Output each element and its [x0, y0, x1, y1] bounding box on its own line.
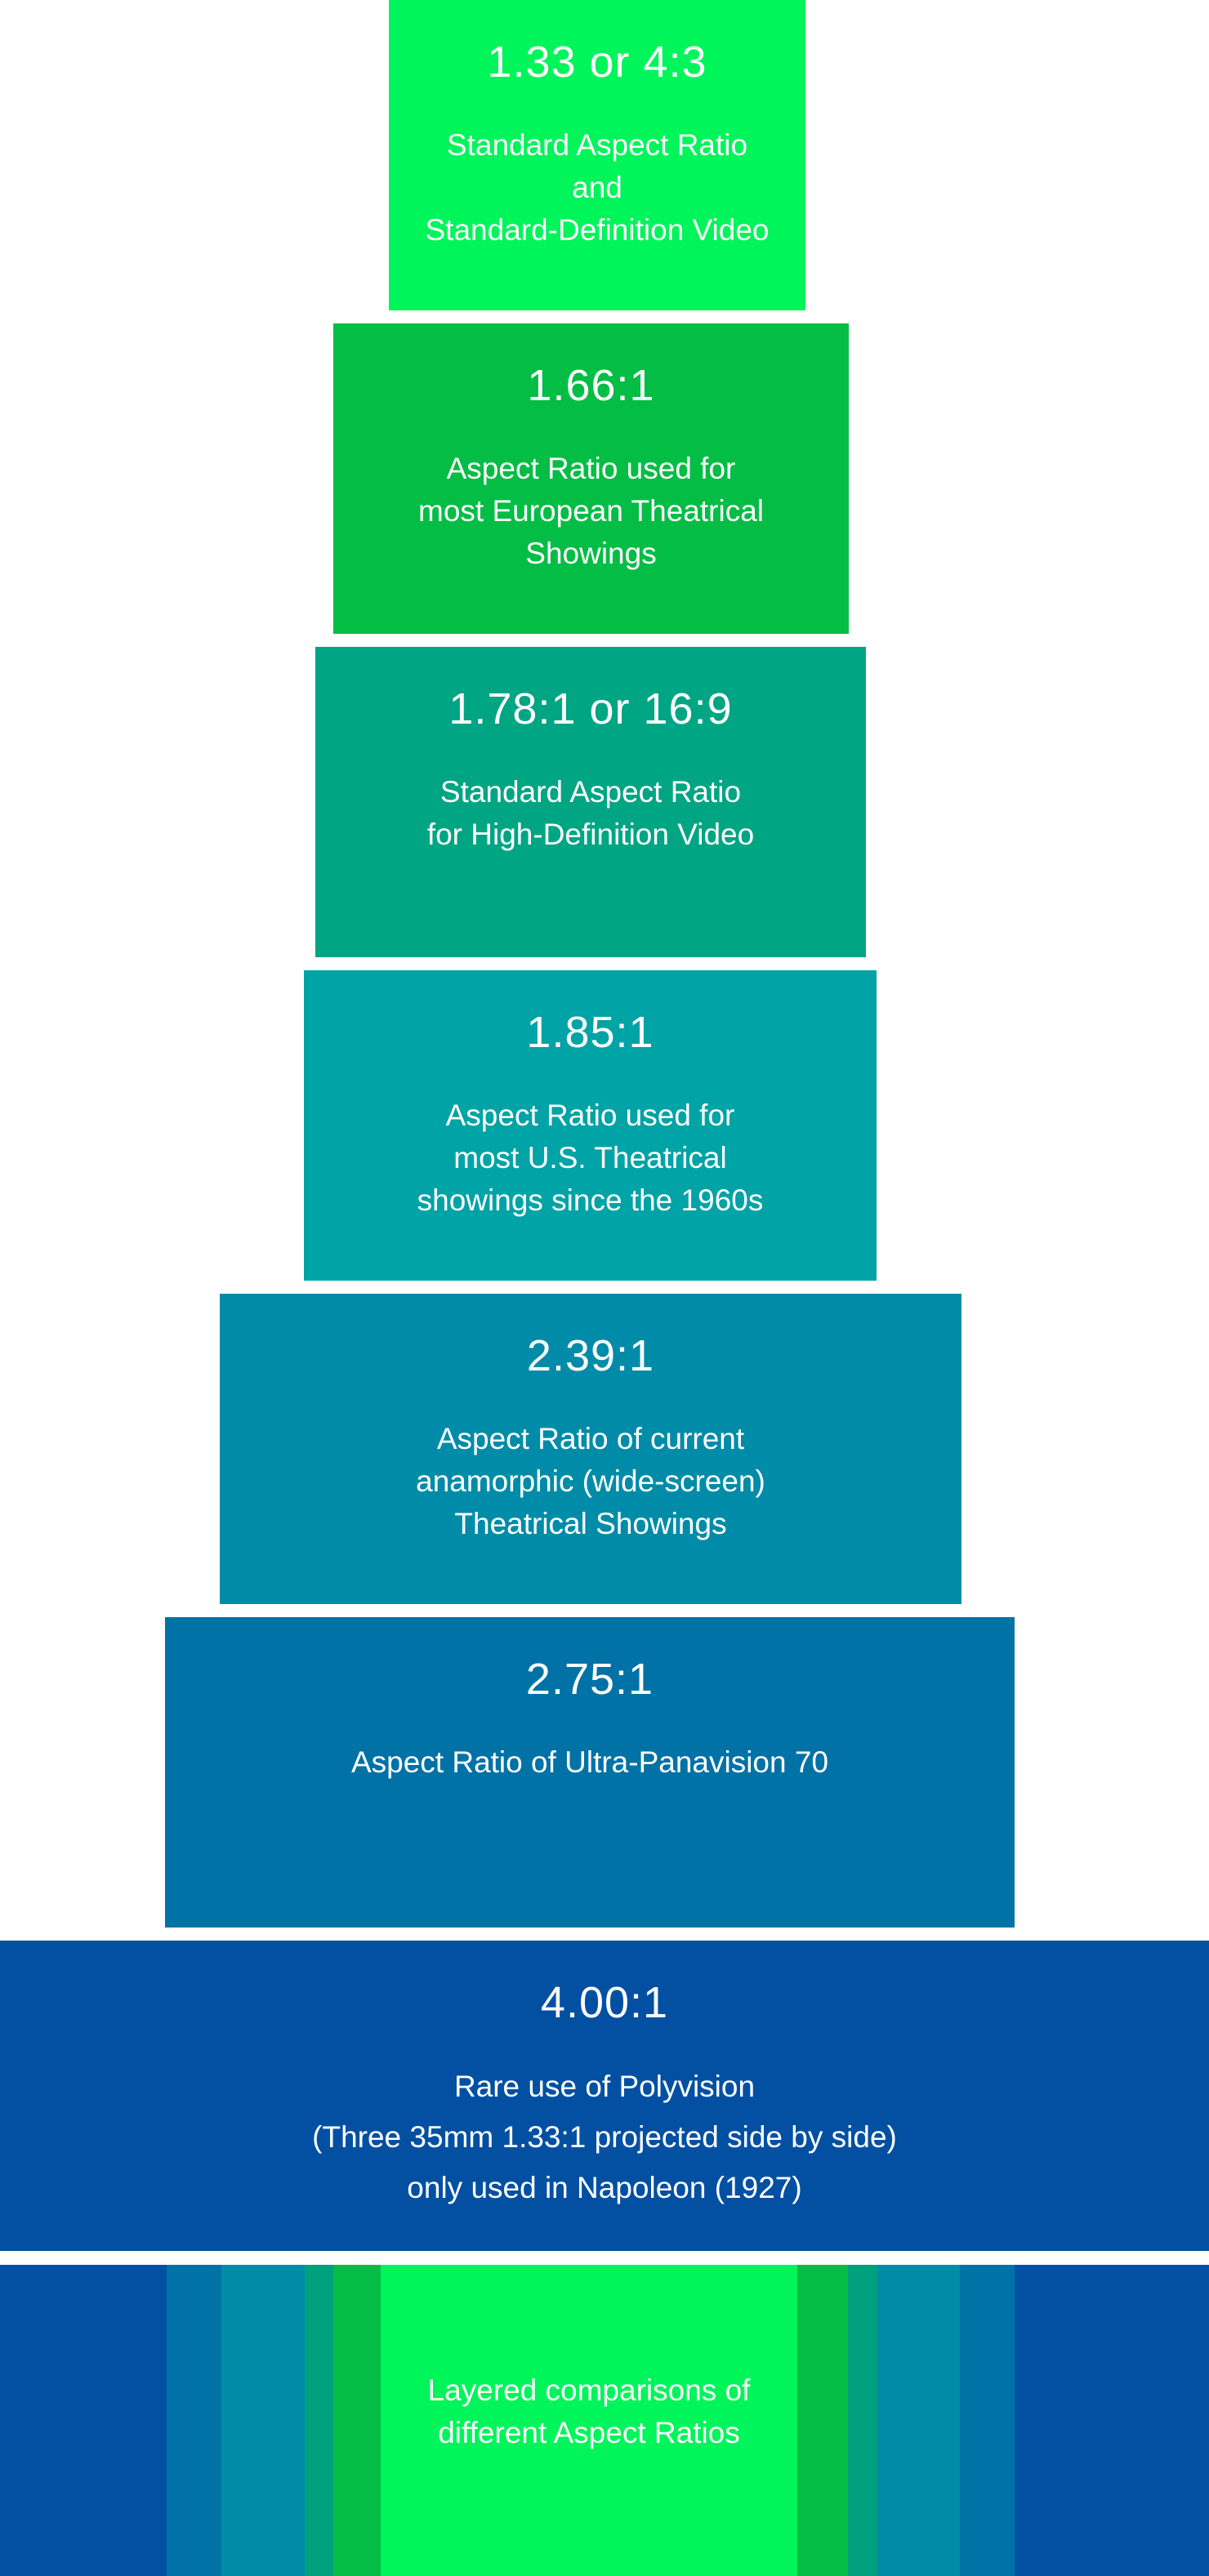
description-line: only used in Napoleon (1927): [407, 2171, 802, 2204]
ratio-description: Aspect Ratio of Ultra-Panavision 70: [165, 1741, 1015, 1784]
ratio-title: 2.75:1: [525, 1655, 654, 1704]
ratio-title: 1.78:1 or 16:9: [448, 684, 733, 733]
description-line: Standard-Definition Video: [425, 213, 770, 247]
ratio-description: Aspect Ratio used for most European Thea…: [333, 448, 849, 575]
description-line: and: [572, 171, 622, 204]
ratio-title: 1.33 or 4:3: [487, 38, 707, 87]
caption-line: Layered comparisons of: [427, 2373, 751, 2407]
description-line: most European Theatrical: [418, 494, 764, 528]
aspect-ratio-box-1-66: 1.66:1 Aspect Ratio used for most Europe…: [333, 323, 849, 634]
description-line: Showings: [525, 537, 657, 570]
description-line: Standard Aspect Ratio: [446, 128, 748, 162]
aspect-ratio-box-4-00: 4.00:1 Rare use of Polyvision (Three 35m…: [0, 1941, 1209, 2251]
aspect-ratio-box-1-85: 1.85:1 Aspect Ratio used for most U.S. T…: [304, 970, 877, 1281]
description-line: showings since the 1960s: [417, 1183, 764, 1217]
layer-1-33: [381, 2265, 797, 2576]
description-line: Standard Aspect Ratio: [439, 775, 742, 809]
description-line: Theatrical Showings: [454, 1507, 727, 1540]
ratio-description: Aspect Ratio of current anamorphic (wide…: [220, 1418, 961, 1545]
description-line: (Three 35mm 1.33:1 projected side by sid…: [312, 2120, 897, 2154]
aspect-ratio-box-2-39: 2.39:1 Aspect Ratio of current anamorphi…: [220, 1294, 961, 1604]
ratio-description: Rare use of Polyvision (Three 35mm 1.33:…: [0, 2061, 1209, 2213]
aspect-ratio-box-2-75: 2.75:1 Aspect Ratio of Ultra-Panavision …: [165, 1617, 1015, 1928]
ratio-description: Standard Aspect Ratio for High-Definitio…: [315, 771, 866, 856]
description-line: Aspect Ratio used for: [445, 1099, 735, 1132]
description-line: Aspect Ratio of current: [436, 1422, 745, 1455]
description-line: for High-Definition Video: [426, 818, 755, 851]
description-line: Rare use of Polyvision: [453, 2070, 756, 2103]
aspect-ratio-box-1-33: 1.33 or 4:3 Standard Aspect Ratio and St…: [389, 0, 805, 310]
ratio-title: 2.39:1: [526, 1331, 655, 1380]
ratio-description: Aspect Ratio used for most U.S. Theatric…: [304, 1094, 877, 1222]
caption-line: different Aspect Ratios: [438, 2416, 740, 2449]
description-line: Aspect Ratio used for: [446, 452, 736, 485]
ratio-description: Standard Aspect Ratio and Standard-Defin…: [389, 124, 805, 252]
ratio-title: 1.85:1: [526, 1008, 654, 1057]
ratio-title: 1.66:1: [527, 361, 655, 410]
description-line: anamorphic (wide-screen): [416, 1464, 765, 1498]
layered-comparison-panel: Layered comparisons of different Aspect …: [0, 2265, 1209, 2576]
description-line: Aspect Ratio of Ultra-Panavision 70: [350, 1745, 829, 1779]
description-line: most U.S. Theatrical: [453, 1141, 727, 1174]
aspect-ratio-box-1-78: 1.78:1 or 16:9 Standard Aspect Ratio for…: [315, 647, 866, 957]
ratio-title: 4.00:1: [540, 1978, 669, 2027]
comparison-caption: Layered comparisons of different Aspect …: [381, 2369, 797, 2454]
